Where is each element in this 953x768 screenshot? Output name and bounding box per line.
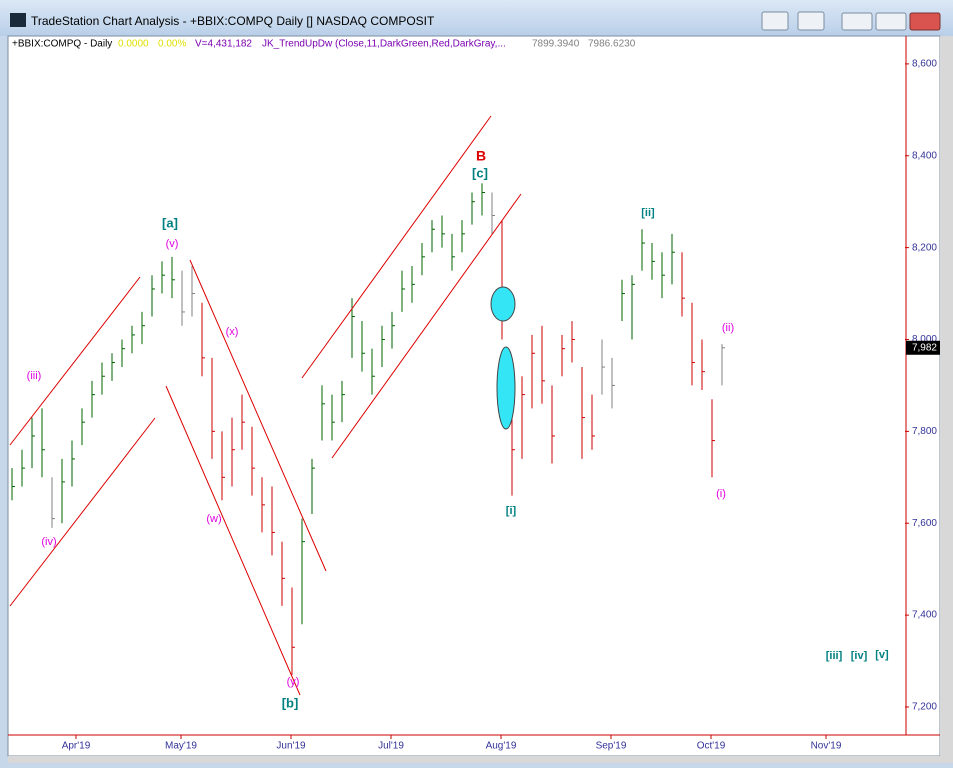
trendline [9,417,156,607]
x-tick-label: Oct'19 [697,741,726,752]
wave-label: B [476,148,486,164]
wave-label: (w) [206,513,221,525]
wave-label: (iv) [41,536,56,548]
x-tick-label: Apr'19 [62,741,91,752]
scrollbar [940,36,953,763]
indicator-value: 7899.3940 [532,39,580,50]
y-tick-label: 7,600 [912,518,937,529]
x-tick-label: Aug'19 [486,741,517,752]
wave-label: [c] [472,165,488,180]
h-scrollbar [8,756,940,763]
minimize-button[interactable] [841,12,873,31]
last-price-label: 7,982 [912,342,937,353]
wave-labels: (iii) (iv) [a] (v) (x) (w) (y) [b] B [c]… [27,148,889,711]
volume: V=4,431,182 [195,39,252,50]
trendline [331,193,522,459]
x-tick-label: Jul'19 [378,741,404,752]
wave-label: [ii] [641,207,655,219]
plot: 7,200 7,400 7,600 7,800 8,000 8,200 8,400 8,600… [11,59,940,752]
x-tick-label: Nov'19 [811,741,842,752]
wave-label: (ii) [722,322,734,334]
wave-label: (i) [716,488,726,500]
wave-label: [iii] [826,650,843,662]
wave-label: (y) [287,676,300,688]
trendline [165,385,301,696]
y-tick-label: 8,200 [912,242,937,253]
x-tick-label: Jun'19 [276,741,306,752]
x-tick-label: Sep'19 [596,741,627,752]
y-tick-label: 7,200 [912,702,937,713]
wave-label: [i] [506,505,517,517]
change-pct: 0.00% [158,39,186,50]
y-tick-label: 8,000 [912,334,937,345]
wave-label: [a] [162,215,178,230]
indicator: JK_TrendUpDw (Close,11,DarkGreen,Red,Dar… [262,39,506,50]
trendline [189,259,327,572]
x-tick-label: May'19 [165,741,197,752]
close-button[interactable] [909,12,941,31]
wave-label: (x) [226,326,239,338]
last-price-box [906,340,940,355]
y-tick-label: 7,800 [912,426,937,437]
symbol-button[interactable] [761,11,789,31]
symbol: +BBIX:COMPQ - Daily [12,39,112,50]
wave-label: (v) [166,238,179,250]
highlight [490,286,516,322]
indicator-value: 7986.6230 [588,39,636,50]
trendlines [9,115,522,696]
wave-label: [b] [282,695,299,710]
y-tick-label: 8,400 [912,150,937,161]
y-tick-label: 8,600 [912,59,937,70]
header: +BBIX:COMPQ - Daily 0.0000 0.00% V=4,431… [12,39,636,50]
change: 0.0000 [118,39,149,50]
wave-label: [v] [875,649,889,661]
highlight [496,346,516,430]
y-tick-label: 7,400 [912,610,937,621]
interval-button[interactable] [797,11,825,31]
window-title: TradeStation Chart Analysis - +BBIX:COMP… [31,14,435,28]
trendline [9,276,141,446]
maximize-button[interactable] [875,12,907,31]
wave-label: (iii) [27,370,42,382]
app-icon [10,13,26,27]
trendline [301,115,492,379]
title-bar [0,0,953,36]
chart-area [7,35,941,757]
wave-label: [iv] [851,650,868,662]
